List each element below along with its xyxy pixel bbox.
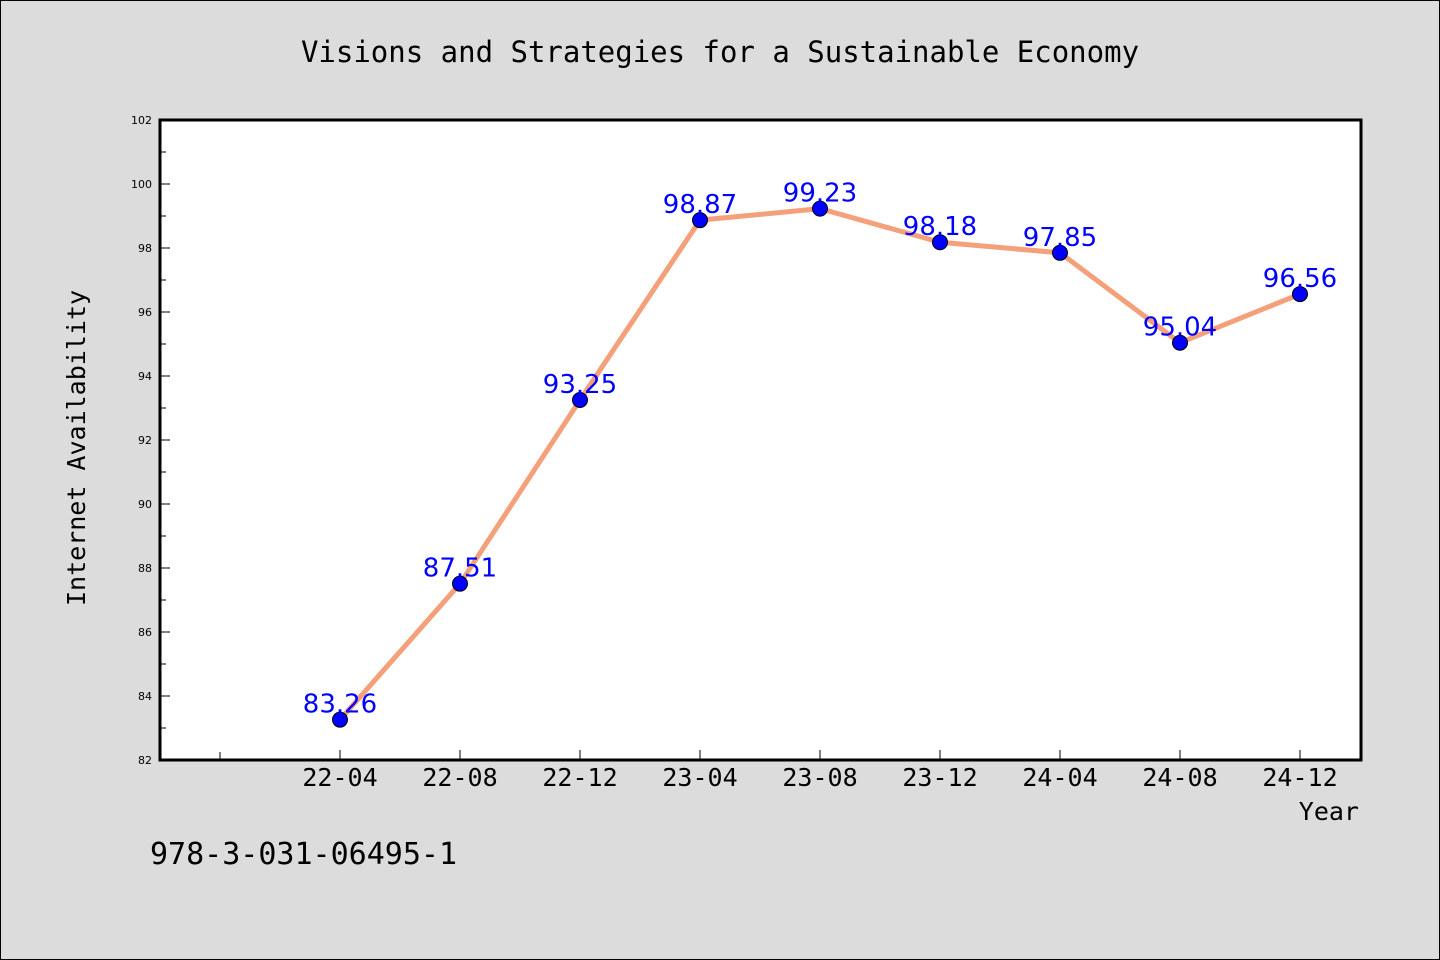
data-label: 83.26 — [303, 690, 377, 720]
x-tick-label: 24-04 — [1022, 763, 1097, 792]
y-tick-label: 92 — [138, 434, 152, 447]
y-axis: 82 84 86 88 90 92 94 96 98 100 102 — [131, 114, 170, 767]
x-axis: 22-04 22-08 22-12 23-04 23-08 23-12 24-04 24-08… — [219, 750, 1338, 792]
y-tick-label: 94 — [138, 370, 152, 383]
y-tick-label: 86 — [138, 626, 152, 639]
data-label: 98.18 — [903, 212, 977, 242]
data-label: 96.56 — [1263, 264, 1337, 294]
y-tick-label: 98 — [138, 242, 152, 255]
y-tick-label: 82 — [138, 754, 152, 767]
y-axis-label: Internet Availability — [62, 290, 91, 606]
y-tick-label: 88 — [138, 562, 152, 575]
data-label: 99.23 — [783, 179, 857, 209]
data-point — [692, 212, 708, 229]
y-tick-label: 84 — [138, 690, 152, 703]
data-label: 97.85 — [1023, 223, 1097, 253]
data-point — [452, 575, 468, 592]
data-point — [1052, 244, 1068, 261]
y-tick-label: 90 — [138, 498, 152, 511]
chart-title: Visions and Strategies for a Sustainable… — [301, 35, 1139, 69]
data-point — [572, 392, 588, 408]
x-axis-label: Year — [1299, 797, 1359, 826]
x-tick-label: 24-12 — [1262, 763, 1337, 792]
data-label: 93.25 — [543, 370, 617, 400]
isbn-footer: 978-3-031-06495-1 — [150, 837, 457, 872]
y-tick-label: 96 — [138, 306, 152, 319]
data-label: 98.87 — [663, 190, 737, 220]
data-point — [332, 711, 348, 728]
x-tick-label: 23-12 — [902, 763, 977, 792]
y-tick-label: 100 — [131, 178, 152, 191]
data-labels: 83.26 87.51 93.25 98.87 99.23 98.18 97.85 95.04… — [303, 179, 1337, 720]
x-tick-label: 24-08 — [1142, 763, 1217, 792]
x-tick-label: 22-04 — [302, 763, 377, 792]
plot-area — [160, 120, 1361, 760]
y-tick-label: 102 — [131, 114, 152, 127]
plot-border — [158, 118, 1363, 762]
data-point — [1292, 286, 1308, 303]
data-label: 95.04 — [1143, 313, 1217, 343]
x-tick-label: 22-12 — [542, 763, 617, 792]
series-markers — [332, 200, 1308, 728]
data-point — [812, 200, 828, 217]
x-tick-label: 23-04 — [662, 763, 737, 792]
data-point — [932, 234, 948, 251]
x-tick-label: 23-08 — [782, 763, 857, 792]
data-label: 87.51 — [423, 554, 497, 584]
x-tick-label: 22-08 — [422, 763, 497, 792]
data-point — [1172, 334, 1188, 351]
